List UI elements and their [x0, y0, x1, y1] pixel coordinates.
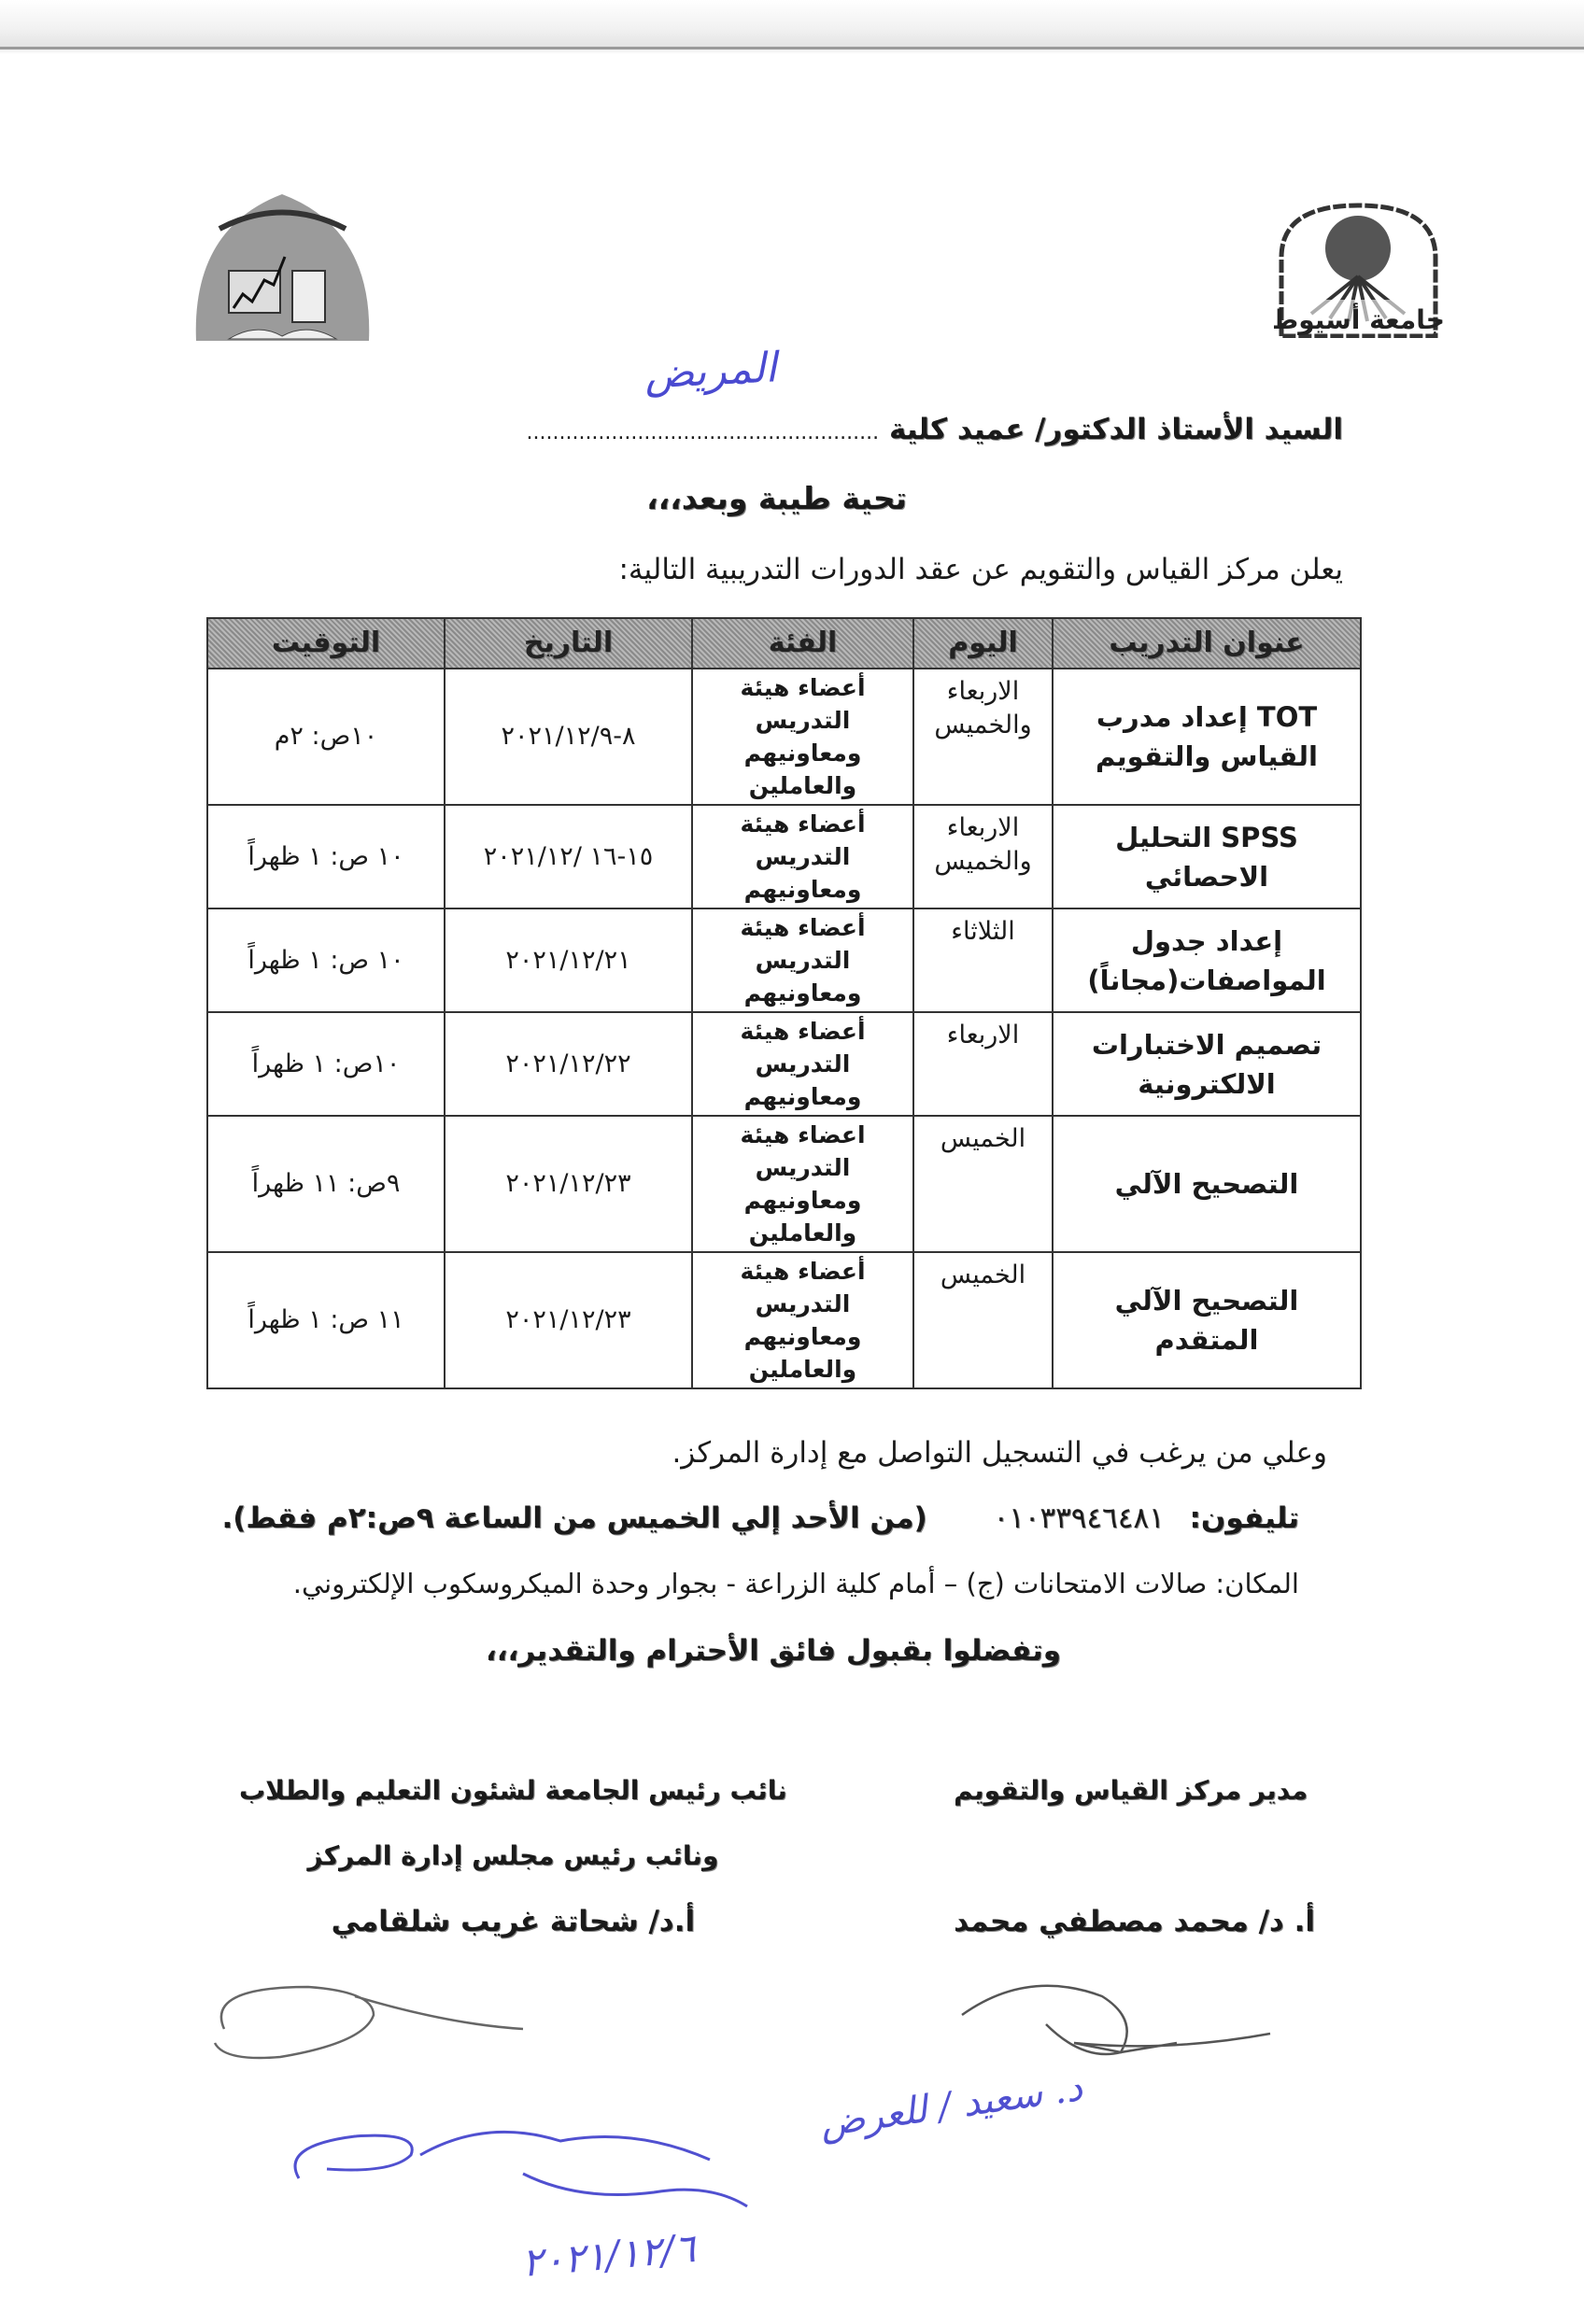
director-signature-block: مدير مركز القياس والتقويم أ. د/ محمد مصط…	[954, 1772, 1315, 1968]
dotted-blank: ........................................…	[526, 421, 880, 444]
course-category: أعضاء هيئة التدريس ومعاونيهم	[691, 804, 914, 909]
course-date: ٢٠٢١/١٢/٢٢	[444, 1011, 693, 1117]
table-row: تصميم الاختبارات الالكترونية الاربعاء أع…	[206, 1011, 1362, 1117]
table-row: التصحيح الآلي الخميس اعضاء هيئة التدريس …	[206, 1115, 1362, 1253]
salutation: السيد الأستاذ الدكتور/ عميد كلية	[888, 413, 1343, 446]
course-title: SPSS التحليل الاحصائي	[1052, 804, 1362, 909]
course-category: اعضاء هيئة التدريس ومعاونيهم والعاملين	[691, 1115, 914, 1253]
salutation-line: السيد الأستاذ الدكتور/ عميد كلية .......…	[527, 411, 1344, 452]
signature-block: مدير مركز القياس والتقويم أ. د/ محمد مصط…	[0, 1772, 1584, 1968]
director-signature	[961, 1984, 1271, 2056]
course-category: أعضاء هيئة التدريس ومعاونيهم والعاملين	[691, 1251, 914, 1389]
course-date: ٢٠٢١/١٢/٢٣	[444, 1115, 693, 1253]
handwritten-note: د. سعيد / للعرض	[817, 2066, 1085, 2146]
course-category: أعضاء هيئة التدريس ومعاونيهم والعاملين	[691, 668, 914, 806]
assiut-university-logo: جامعة أسيوط	[1271, 202, 1445, 339]
course-time: ١٠ ص: ١ ظهراً	[206, 804, 446, 909]
course-title: إعداد جدول المواصفات(مجاناً)	[1052, 908, 1362, 1013]
courses-table: عنوان التدريب اليوم الفئة التاريخ التوقي…	[206, 617, 1362, 1389]
vp-signature-block: نائب رئيس الجامعة لشئون التعليم والطلاب …	[239, 1772, 787, 1968]
course-day: الاربعاء	[912, 1011, 1054, 1117]
table-row: SPSS التحليل الاحصائي الاربعاء والخميس أ…	[206, 804, 1362, 909]
scan-edge	[0, 0, 1584, 54]
measurement-evaluation-center-logo	[191, 191, 374, 344]
logo-text: جامعة أسيوط	[1274, 303, 1443, 335]
header-title: عنوان التدريب	[1052, 617, 1362, 669]
course-category: أعضاء هيئة التدريس ومعاونيهم	[691, 908, 914, 1013]
document-body: عنوان التدريب اليوم الفئة التاريخ التوقي…	[0, 617, 1584, 2324]
course-day: الخميس	[912, 1251, 1054, 1389]
course-day: الخميس	[912, 1115, 1054, 1253]
header-time: التوقيت	[206, 617, 446, 669]
vp-title: نائب رئيس الجامعة لشئون التعليم والطلاب	[239, 1775, 787, 1806]
course-time: ١٠ص: ١ ظهراً	[206, 1011, 446, 1117]
header-day: اليوم	[912, 617, 1054, 669]
phone-line: تليفون: ٠١٠٣٣٩٤٦٤٨١ (من الأحد إلي الخميس…	[0, 1500, 1584, 1537]
phone-label: تليفون:	[1189, 1501, 1299, 1535]
course-title: التصحيح الآلي المتقدم	[1052, 1251, 1362, 1389]
register-text: وعلي من يرغب في التسجيل التواصل مع إدارة…	[672, 1436, 1327, 1470]
vp-subtitle: ونائب رئيس مجلس إدارة المركز	[307, 1840, 719, 1871]
table-row: التصحيح الآلي المتقدم الخميس أعضاء هيئة …	[206, 1251, 1362, 1389]
director-title: مدير مركز القياس والتقويم	[954, 1775, 1308, 1806]
table-row: إعداد جدول المواصفات(مجاناً) الثلاثاء أع…	[206, 908, 1362, 1013]
course-day: الاربعاء والخميس	[912, 804, 1054, 909]
vp-signature	[213, 1985, 524, 2060]
course-time: ٩ص: ١١ ظهراً	[206, 1115, 446, 1253]
header-category: الفئة	[691, 617, 914, 669]
closing-text: وتفضلوا بقبول فائق الأحترام والتقدير،،،	[485, 1634, 1062, 1668]
scan-line	[0, 47, 1584, 49]
course-time: ١٠ص: ٢م	[206, 668, 446, 806]
course-time: ١٠ ص: ١ ظهراً	[206, 908, 446, 1013]
handwritten-faculty: المريض	[643, 344, 778, 399]
course-title: تصميم الاختبارات الالكترونية	[1052, 1011, 1362, 1117]
course-category: أعضاء هيئة التدريس ومعاونيهم	[691, 1011, 914, 1117]
place-text: المكان: صالات الامتحانات (ج) – أمام كلية…	[292, 1568, 1299, 1599]
course-date: ٨-٢٠٢١/١٢/٩	[444, 668, 693, 806]
course-day: الاربعاء والخميس	[912, 668, 1054, 806]
course-date: ٢٠٢١/١٢/٢١	[444, 908, 693, 1013]
greeting: تحية طيبة وبعد،،،	[646, 480, 907, 516]
table-header-row: عنوان التدريب اليوم الفئة التاريخ التوقي…	[206, 617, 1362, 669]
vp-name: أ.د/ شحاتة غريب شلقامي	[331, 1905, 696, 1938]
course-title: TOT إعداد مدرب القياس والتقويم	[1052, 668, 1362, 806]
header-date: التاريخ	[444, 617, 693, 669]
signature-scribbles: د. سعيد / للعرض ٢٠٢١/١٢/٦	[213, 1984, 1271, 2286]
table-row: TOT إعداد مدرب القياس والتقويم الاربعاء …	[206, 668, 1362, 806]
director-name: أ. د/ محمد مصطفي محمد	[954, 1905, 1315, 1938]
handwritten-pen-note	[293, 2130, 748, 2208]
course-date: ١٥-١٦ /٢٠٢١/١٢	[444, 804, 693, 909]
phone-number: ٠١٠٣٣٩٤٦٤٨١	[993, 1501, 1165, 1535]
course-day: الثلاثاء	[912, 908, 1054, 1013]
handwritten-date: ٢٠٢١/١٢/٦	[520, 2225, 700, 2286]
office-hours: (من الأحد إلي الخميس من الساعة ٩ص:٢م فقط…	[221, 1501, 927, 1535]
course-date: ٢٠٢١/١٢/٢٣	[444, 1251, 693, 1389]
course-time: ١١ ص: ١ ظهراً	[206, 1251, 446, 1389]
course-title: التصحيح الآلي	[1052, 1115, 1362, 1253]
intro-text: يعلن مركز القياس والتقويم عن عقد الدورات…	[618, 553, 1343, 586]
